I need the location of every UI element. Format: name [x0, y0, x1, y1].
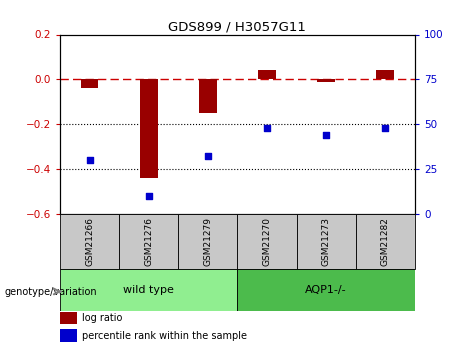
Bar [237, 269, 415, 310]
Bar [60, 329, 77, 342]
Bar [60, 312, 77, 324]
Text: GSM21270: GSM21270 [262, 217, 272, 266]
Text: wild type: wild type [123, 285, 174, 295]
Bar [258, 70, 276, 79]
Point [204, 154, 212, 159]
Point [145, 193, 152, 199]
Point [382, 125, 389, 130]
Text: genotype/variation: genotype/variation [5, 287, 97, 296]
Text: GSM21276: GSM21276 [144, 217, 153, 266]
Bar [237, 214, 296, 269]
Bar [60, 269, 237, 310]
Bar [119, 214, 178, 269]
Text: GSM21282: GSM21282 [381, 217, 390, 266]
Point [86, 157, 93, 163]
Text: percentile rank within the sample: percentile rank within the sample [82, 331, 247, 341]
Bar [317, 79, 335, 82]
Bar [178, 214, 237, 269]
Bar [60, 214, 119, 269]
Text: GSM21266: GSM21266 [85, 217, 94, 266]
Text: GSM21273: GSM21273 [322, 217, 331, 266]
Text: AQP1-/-: AQP1-/- [305, 285, 347, 295]
Bar [377, 70, 394, 79]
Bar [356, 214, 415, 269]
Bar [81, 79, 98, 88]
Bar [199, 79, 217, 113]
Text: GSM21279: GSM21279 [203, 217, 213, 266]
Text: log ratio: log ratio [82, 314, 123, 323]
Title: GDS899 / H3057G11: GDS899 / H3057G11 [168, 20, 307, 33]
Bar [296, 214, 356, 269]
Point [263, 125, 271, 130]
Point [322, 132, 330, 138]
Bar [140, 79, 158, 178]
